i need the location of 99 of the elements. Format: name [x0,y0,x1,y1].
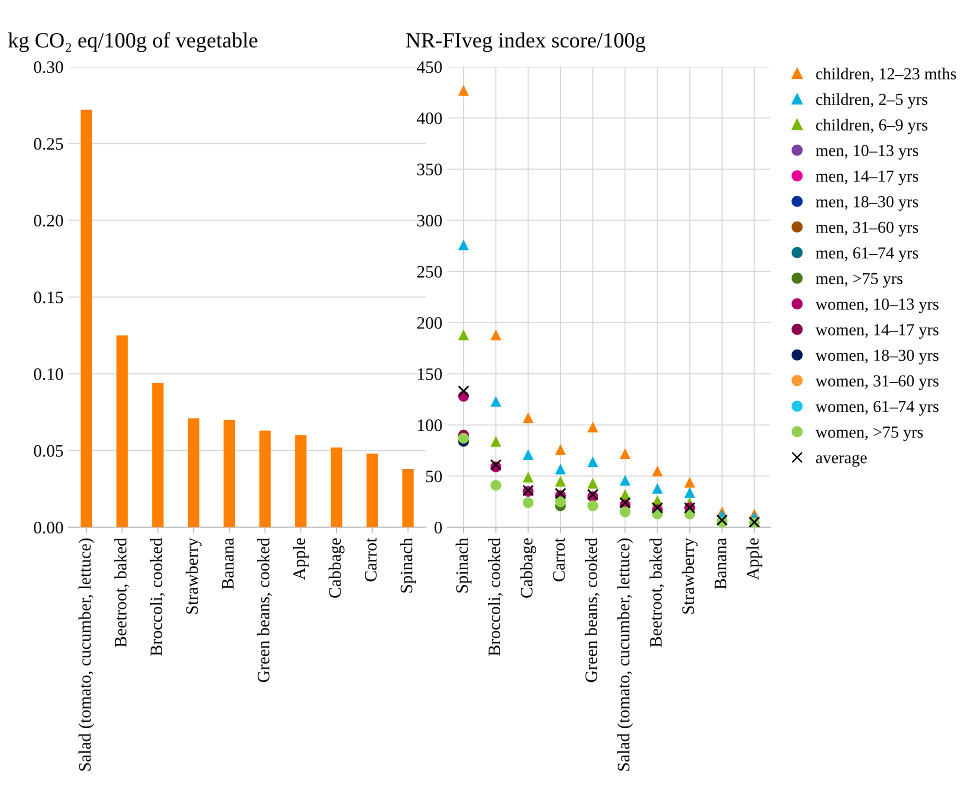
y-tick-label: 0.00 [34,522,64,534]
point [522,497,534,508]
x-tick-label: Green beans, cooked [584,538,600,682]
legend-label: men, 61–74 yrs [816,247,918,262]
y-tick-label: 450 [416,61,442,74]
x-tick-label: Broccoli, cooked [150,538,165,656]
bar [295,435,307,528]
legend-label: women, >75 yrs [815,426,923,442]
point [490,480,502,491]
y-tick-label: 0.20 [34,214,64,227]
x-tick-label: Cabbage [520,538,536,598]
y-tick-label: 200 [417,317,442,329]
point [652,466,663,476]
chart-title: NR-FIveg index score/100g [406,32,646,52]
x-tick-label: Salad (tomato, cucumber, lettuce) [78,538,94,771]
y-tick-label: 150 [418,368,442,380]
x-tick-label: Cabbage [328,538,344,598]
y-tick-label: 0.30 [34,61,64,74]
legend-label: women, 61–74 yrs [815,400,938,416]
point [522,449,534,460]
legend-label: women, 14–17 yrs [815,324,938,339]
x-tick-label: Beetroot, baked [114,538,129,648]
point [587,488,599,500]
bar [116,335,128,528]
legend-label: women, 10–13 yrs [815,298,938,314]
legend-label: men, 14–17 yrs [816,170,918,186]
point [555,444,566,455]
x-tick-label: Apple [746,538,762,580]
x-tick-label: Banana [222,538,234,590]
legend-label: men, 31–60 yrs [816,222,918,236]
x-tick-label: Strawberry [682,538,698,614]
point [555,496,566,508]
point [490,396,502,407]
legend-label: average [816,454,867,467]
legend-label: men, 10–13 yrs [816,144,918,160]
x-tick-label: Green beans, cooked [257,538,272,682]
bar [224,420,236,528]
point [522,412,534,424]
y-tick-label: 250 [417,266,442,278]
point [684,476,696,488]
legend-label: children, 12–23 mths [816,68,956,82]
point [716,514,728,526]
point [652,502,664,514]
point [620,474,630,486]
legend-label: children, 2–5 yrs [816,93,928,108]
x-tick-label: Salad (tomato, cucumber, lettuce) [617,538,633,771]
legend-label: men, >75 yrs [816,273,902,288]
bar [152,383,164,528]
y-tick-label: 0 [434,522,442,534]
point [587,422,598,432]
point [490,436,502,447]
y-tick-label: 350 [417,164,442,176]
y-tick-label: 0.25 [34,138,63,150]
legend-label: women, 31–60 yrs [815,375,938,390]
y-tick-label: 0.15 [34,292,63,304]
bar [330,447,342,528]
point [490,459,502,471]
legend-label: children, 6–9 yrs [816,118,928,134]
point [458,432,469,444]
point [458,84,469,96]
y-tick-label: 50 [426,470,442,482]
x-tick-label: Spinach [400,538,416,592]
y-tick-label: 300 [417,214,442,226]
point [620,448,630,459]
point [620,506,630,518]
point [522,472,534,483]
x-tick-label: Beetroot, baked [650,538,664,648]
x-tick-label: Spinach [456,538,472,592]
point [587,456,598,468]
x-tick-label: Apple [292,538,309,580]
x-tick-label: Carrot [364,538,377,582]
legend-label: men, 18–30 yrs [816,196,918,211]
y-tick-label: 100 [418,419,442,432]
chart-title: kg CO₂ eq/100g of vegetable [8,32,258,52]
x-tick-label: Banana [714,538,726,590]
bar [402,468,414,528]
point [458,385,470,397]
bar [188,418,200,528]
point [652,483,663,494]
x-tick-label: Carrot [553,538,565,582]
bar [259,430,271,528]
point [684,487,696,498]
point [554,488,566,500]
bar [366,454,378,528]
point [555,464,566,474]
bar [80,110,92,528]
point [555,476,566,487]
point [458,330,469,340]
y-tick-label: 0.10 [34,368,64,380]
point [458,239,469,250]
legend-label: women, 18–30 yrs [815,350,938,364]
point [490,330,502,340]
y-tick-label: 400 [416,112,442,124]
x-tick-label: Broccoli, cooked [488,538,503,656]
x-tick-label: Strawberry [186,538,202,614]
point [587,500,598,512]
point [587,478,598,489]
y-tick-label: 0.05 [34,445,63,457]
point [619,496,631,508]
